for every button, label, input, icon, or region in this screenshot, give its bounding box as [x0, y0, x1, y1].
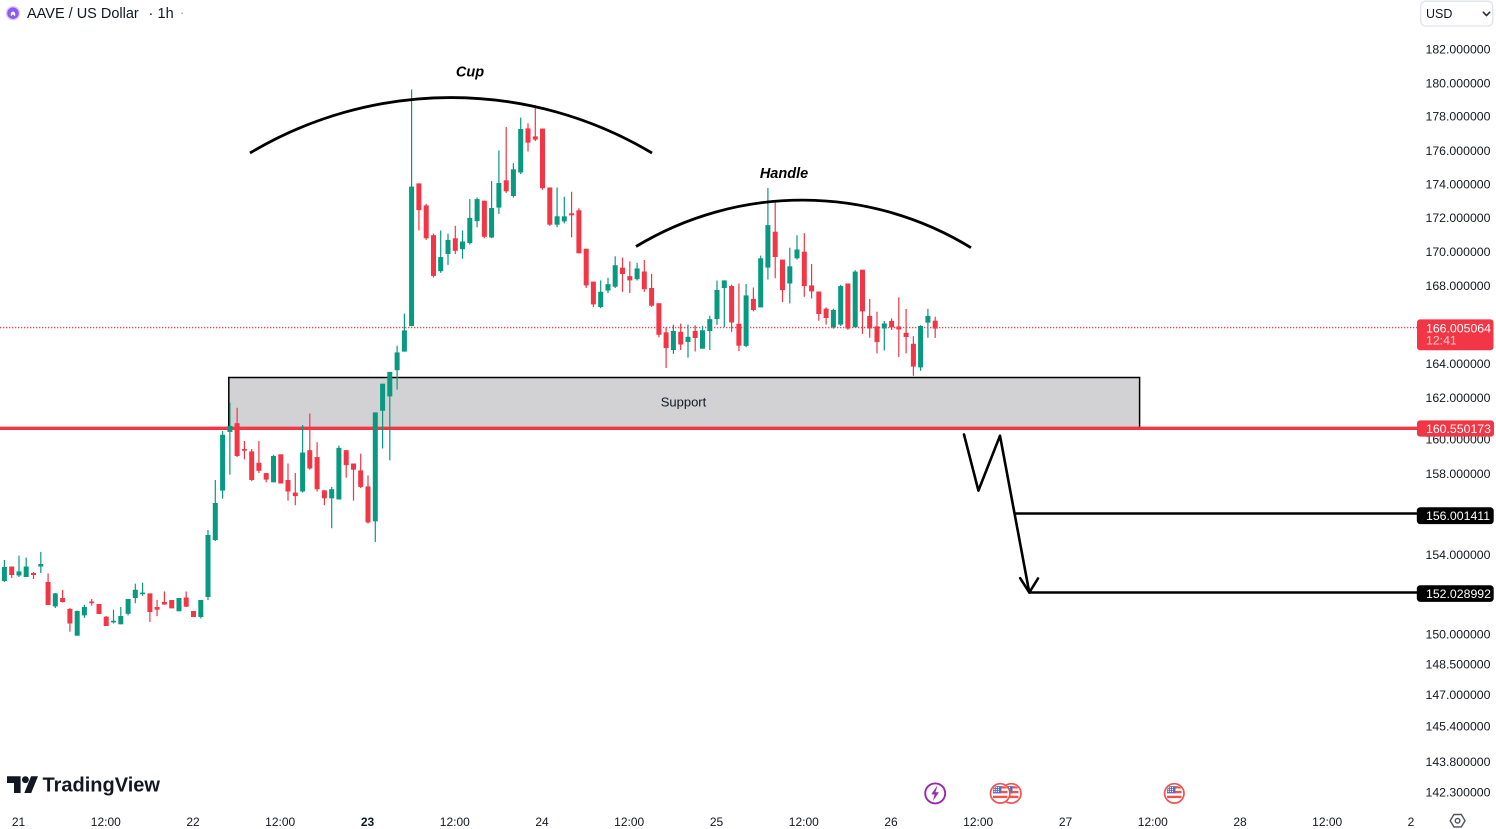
svg-text:174.000000: 174.000000 [1426, 178, 1491, 192]
svg-text:147.000000: 147.000000 [1426, 688, 1491, 702]
svg-text:1h: 1h [158, 6, 174, 22]
svg-text:142.300000: 142.300000 [1426, 786, 1491, 800]
svg-text:Cup: Cup [456, 65, 484, 81]
svg-text:22: 22 [186, 815, 200, 829]
svg-text:Handle: Handle [760, 166, 808, 182]
svg-text:166.005064: 166.005064 [1426, 322, 1491, 336]
svg-text:176.000000: 176.000000 [1426, 144, 1491, 158]
svg-text:160.550173: 160.550173 [1426, 422, 1491, 436]
svg-text:12:00: 12:00 [91, 815, 121, 829]
svg-text:12:41: 12:41 [1426, 334, 1457, 348]
svg-text:152.028992: 152.028992 [1426, 587, 1491, 601]
svg-text:168.000000: 168.000000 [1426, 279, 1491, 293]
svg-text:2: 2 [1408, 815, 1415, 829]
svg-text:12:00: 12:00 [1312, 815, 1342, 829]
svg-text:12:00: 12:00 [440, 815, 470, 829]
svg-text:·: · [149, 6, 154, 22]
svg-text:180.000000: 180.000000 [1426, 76, 1491, 90]
svg-text:178.000000: 178.000000 [1426, 110, 1491, 124]
svg-text:143.800000: 143.800000 [1426, 755, 1491, 769]
svg-text:164.000000: 164.000000 [1426, 357, 1491, 371]
svg-text:145.400000: 145.400000 [1426, 720, 1491, 734]
svg-text:162.000000: 162.000000 [1426, 391, 1491, 405]
svg-text:USD: USD [1426, 7, 1452, 21]
svg-text:AAVE / US Dollar: AAVE / US Dollar [27, 6, 139, 22]
svg-text:156.001411: 156.001411 [1426, 509, 1490, 523]
svg-text:Support: Support [661, 395, 707, 410]
svg-text:26: 26 [884, 815, 898, 829]
svg-text:12:00: 12:00 [614, 815, 644, 829]
svg-text:12:00: 12:00 [963, 815, 993, 829]
svg-text:25: 25 [710, 815, 724, 829]
svg-text:12:00: 12:00 [1138, 815, 1168, 829]
svg-text:158.000000: 158.000000 [1426, 467, 1491, 481]
svg-text:24: 24 [535, 815, 549, 829]
svg-text:172.000000: 172.000000 [1426, 211, 1491, 225]
svg-text:154.000000: 154.000000 [1426, 548, 1491, 562]
svg-text:148.500000: 148.500000 [1426, 658, 1491, 672]
svg-text:170.000000: 170.000000 [1426, 245, 1491, 259]
svg-text:·: · [180, 5, 184, 20]
svg-text:28: 28 [1233, 815, 1247, 829]
svg-text:27: 27 [1059, 815, 1073, 829]
svg-text:23: 23 [361, 815, 375, 829]
svg-text:21: 21 [12, 815, 26, 829]
svg-text:12:00: 12:00 [265, 815, 295, 829]
svg-text:182.000000: 182.000000 [1426, 43, 1491, 57]
svg-text:12:00: 12:00 [789, 815, 819, 829]
svg-text:TradingView: TradingView [43, 775, 161, 797]
svg-text:150.000000: 150.000000 [1426, 627, 1491, 641]
